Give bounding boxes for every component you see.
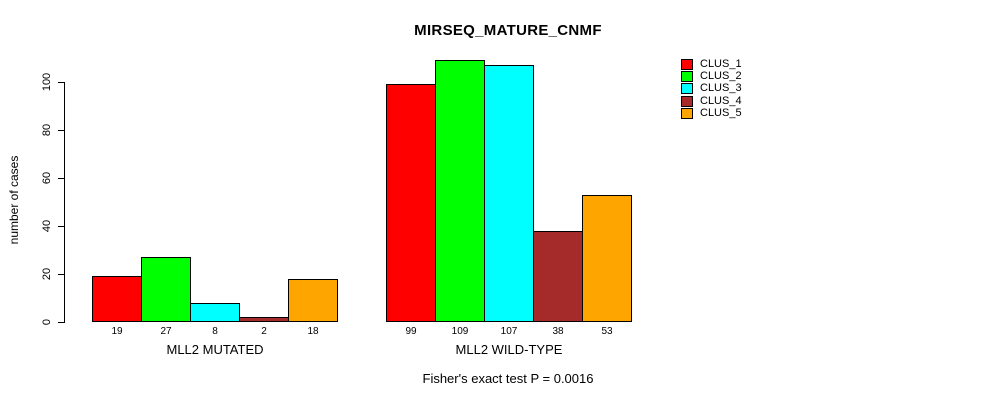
bar — [288, 279, 338, 322]
bar — [533, 231, 583, 322]
y-tick-mark — [58, 178, 65, 179]
bar-value-label: 8 — [212, 326, 218, 337]
y-axis — [64, 82, 65, 323]
legend-item: CLUS_3 — [681, 83, 742, 95]
legend-swatch — [681, 95, 693, 107]
legend-swatch — [681, 83, 693, 95]
legend-label: CLUS_1 — [700, 57, 742, 70]
bar-value-label: 18 — [307, 326, 319, 337]
bar — [582, 195, 632, 322]
legend-item: CLUS_5 — [681, 108, 742, 120]
bar-value-label: 19 — [111, 326, 123, 337]
y-tick-mark — [58, 322, 65, 323]
bar-value-label: 27 — [160, 326, 172, 337]
bar-value-label: 109 — [451, 326, 469, 337]
legend-item: CLUS_1 — [681, 58, 742, 70]
group-label: MLL2 MUTATED — [166, 342, 264, 357]
legend-swatch — [681, 71, 693, 83]
y-tick-label: 40 — [41, 219, 53, 233]
y-tick-mark — [58, 130, 65, 131]
y-tick-label: 60 — [41, 171, 53, 185]
legend-swatch — [681, 108, 693, 120]
y-axis-label: number of cases — [7, 155, 21, 245]
bar — [435, 60, 485, 322]
bar — [190, 303, 240, 322]
y-tick-mark — [58, 226, 65, 227]
y-tick-label: 100 — [41, 72, 53, 92]
annotation-fishers-test: Fisher's exact test P = 0.0016 — [422, 371, 594, 386]
legend-swatch — [681, 58, 693, 70]
legend-item: CLUS_4 — [681, 95, 742, 107]
legend: CLUS_1 CLUS_2 CLUS_3 CLUS_4 CLUS_5 — [681, 58, 742, 120]
bar-value-label: 2 — [261, 326, 267, 337]
bar-value-label: 99 — [405, 326, 417, 337]
bar-value-label: 53 — [601, 326, 613, 337]
bar — [141, 257, 191, 322]
legend-label: CLUS_5 — [700, 107, 742, 120]
y-tick-label: 0 — [41, 318, 53, 326]
bar — [239, 317, 289, 322]
y-tick-mark — [58, 274, 65, 275]
bar — [92, 276, 142, 322]
legend-label: CLUS_2 — [700, 70, 742, 83]
chart-title: MIRSEQ_MATURE_CNMF — [414, 22, 602, 39]
y-tick-label: 20 — [41, 267, 53, 281]
bar — [484, 65, 534, 322]
bar — [386, 84, 436, 322]
bar-value-label: 38 — [552, 326, 564, 337]
legend-item: CLUS_2 — [681, 70, 742, 83]
legend-label: CLUS_4 — [700, 94, 742, 107]
bar-value-label: 107 — [500, 326, 518, 337]
legend-label: CLUS_3 — [700, 82, 742, 95]
y-tick-mark — [58, 82, 65, 83]
y-tick-label: 80 — [41, 123, 53, 137]
group-label: MLL2 WILD-TYPE — [455, 342, 563, 357]
